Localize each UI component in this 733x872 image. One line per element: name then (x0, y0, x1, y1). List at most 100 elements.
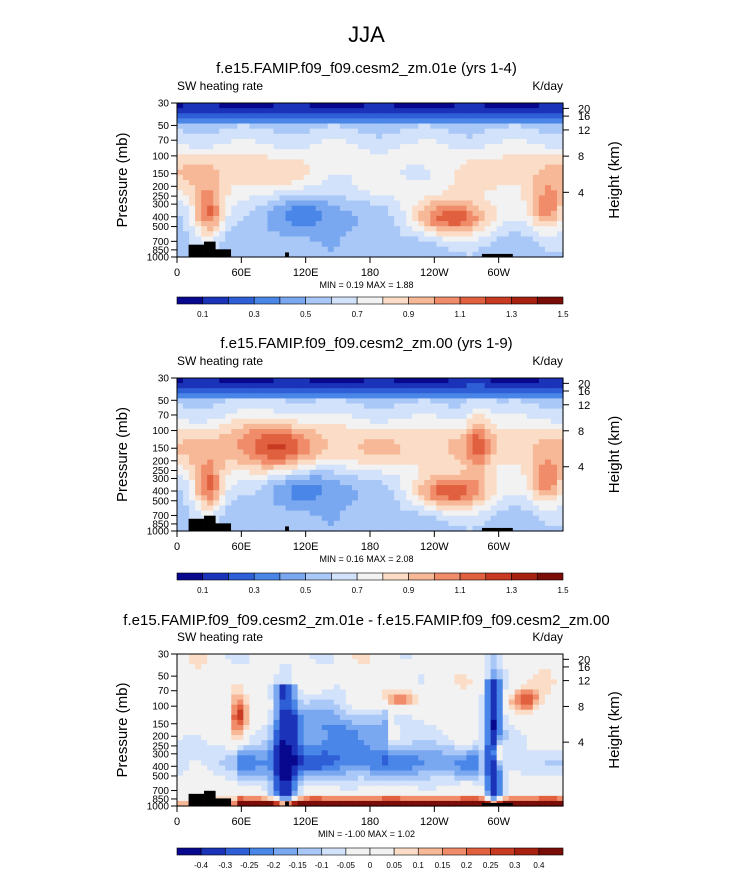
heatmap-cell (526, 704, 534, 711)
heatmap-cell (448, 654, 456, 660)
heatmap-cell (430, 113, 437, 119)
heatmap-cell (303, 510, 311, 517)
heatmap-cell (454, 659, 462, 665)
heatmap-cell (279, 190, 287, 196)
heatmap-cell (394, 403, 401, 410)
x-tick-label: 120E (293, 267, 319, 279)
heatmap-cell (490, 490, 498, 496)
heatmap-cell (484, 180, 492, 186)
heatmap-cell (339, 185, 347, 191)
heatmap-cell (424, 659, 431, 665)
heatmap-cell (442, 200, 450, 207)
heatmap-cell (508, 210, 516, 217)
heatmap-cell (496, 699, 504, 706)
heatmap-cell (526, 246, 534, 253)
heatmap-cell (526, 439, 534, 445)
heatmap-cell (388, 525, 395, 532)
heatmap-cell (406, 210, 413, 217)
heatmap-cell (297, 669, 305, 675)
heatmap-cell (243, 679, 250, 685)
heatmap-cell (189, 226, 196, 232)
heatmap-cell (351, 108, 359, 114)
heatmap-cell (370, 679, 377, 685)
heatmap-cell (472, 684, 480, 691)
heatmap-cell (303, 724, 311, 731)
heatmap-cell (255, 174, 263, 181)
heatmap-cell (183, 210, 190, 217)
heatmap-cell (225, 474, 232, 481)
heatmap-cell (351, 231, 359, 238)
heatmap-cell (345, 694, 353, 701)
heatmap-cell (243, 459, 250, 466)
heatmap-cell (466, 495, 474, 501)
heatmap-cell (327, 154, 335, 161)
heatmap-cell (267, 434, 275, 440)
heatmap-cell (285, 495, 293, 501)
heatmap-cell (333, 669, 341, 675)
heatmap-cell (496, 378, 504, 384)
heatmap-cell (183, 724, 190, 731)
heatmap-cell (177, 236, 184, 243)
heatmap-cell (376, 221, 383, 227)
heatmap-cell (418, 378, 425, 384)
heatmap-cell (243, 444, 250, 450)
heatmap-cell (460, 169, 468, 176)
heatmap-cell (333, 144, 341, 150)
heatmap-cell (339, 434, 347, 440)
heatmap-cell (502, 133, 510, 140)
heatmap-cell (333, 689, 341, 696)
heatmap-cell (255, 439, 263, 445)
heatmap-cell (279, 679, 287, 685)
heatmap-cell (267, 403, 275, 410)
heatmap-cell (382, 190, 389, 196)
heatmap-cell (273, 231, 281, 238)
heatmap-cell (225, 454, 232, 461)
heatmap-cell (502, 221, 510, 227)
y-tick-label: 100 (152, 151, 169, 162)
heatmap-cell (520, 190, 528, 196)
heatmap-cell (207, 128, 214, 135)
heatmap-cell (309, 144, 317, 150)
heatmap-cell (520, 674, 528, 680)
heatmap-cell (327, 659, 335, 665)
heatmap-cell (400, 393, 407, 399)
heatmap-cell (339, 205, 347, 212)
heatmap-cell (351, 654, 359, 660)
heatmap-cell (231, 174, 238, 181)
heatmap-cell (400, 164, 407, 171)
heatmap-cell (219, 664, 226, 670)
heatmap-cell (556, 149, 564, 155)
heatmap-cell (430, 439, 437, 445)
heatmap-cell (339, 505, 347, 512)
heatmap-cell (460, 505, 468, 512)
heatmap-cell (273, 113, 281, 119)
heatmap-cell (490, 684, 498, 691)
heatmap-cell (454, 241, 462, 248)
heatmap-cell (291, 236, 299, 243)
heatmap-cell (412, 418, 419, 425)
heatmap-cell (339, 664, 347, 670)
heatmap-cell (237, 679, 244, 685)
heatmap-cell (412, 169, 419, 176)
heatmap-cell (285, 444, 293, 450)
heatmap-cell (213, 699, 220, 706)
heatmap-cell (448, 669, 456, 675)
heatmap-cell (514, 154, 522, 161)
heatmap-cell (267, 159, 275, 166)
heatmap-cell (370, 118, 377, 125)
heatmap-cell (454, 210, 462, 217)
heatmap-cell (261, 724, 269, 731)
heatmap-cell (285, 205, 293, 212)
heatmap-cell (201, 480, 208, 486)
heatmap-cell (448, 103, 456, 109)
heatmap-cell (460, 226, 468, 232)
heatmap-cell (285, 174, 293, 181)
y2-tick-label: 8 (578, 151, 584, 163)
heatmap-cell (309, 449, 317, 456)
heatmap-cell (345, 393, 353, 399)
heatmap-cell (195, 434, 202, 440)
heatmap-cell (267, 190, 275, 196)
heatmap-cell (309, 388, 317, 394)
heatmap-cell (249, 128, 257, 135)
heatmap-cell (538, 429, 546, 435)
